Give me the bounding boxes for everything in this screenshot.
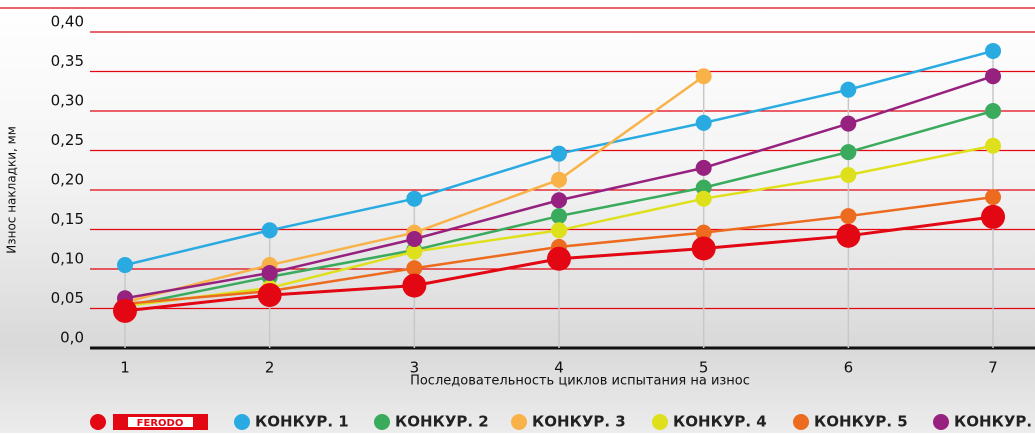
- x-tick-label: 7: [988, 359, 998, 377]
- data-point: [551, 222, 568, 239]
- y-axis-label: Износ накладки, мм: [5, 126, 19, 254]
- y-tick-label: 0,25: [51, 131, 84, 149]
- data-point: [695, 190, 712, 207]
- y-tick-label: 0,05: [51, 289, 84, 307]
- data-point: [695, 159, 712, 176]
- data-point: [840, 166, 857, 183]
- data-point: [836, 223, 861, 248]
- data-point: [406, 230, 423, 247]
- data-point: [257, 283, 282, 308]
- data-point: [985, 68, 1002, 85]
- data-point: [402, 273, 427, 298]
- data-point: [261, 222, 278, 239]
- x-tick-label: 6: [844, 359, 854, 377]
- legend-marker: [933, 414, 949, 430]
- data-point: [695, 179, 712, 196]
- data-point: [406, 260, 423, 277]
- data-point: [406, 243, 423, 260]
- y-tick-label: 0,15: [51, 210, 84, 228]
- legend-marker: [652, 414, 668, 430]
- data-point: [547, 246, 572, 271]
- legend-label: КОНКУР. 1: [255, 413, 349, 431]
- y-tick-label: 0,10: [51, 250, 84, 268]
- x-tick-label: 3: [410, 359, 420, 377]
- y-tick-label: 0,0: [60, 329, 84, 347]
- x-tick-label: 5: [699, 359, 709, 377]
- legend-label: КОНКУР. 4: [673, 413, 767, 431]
- data-point: [985, 189, 1002, 206]
- x-axis-label: Последовательность циклов испытания на и…: [410, 374, 750, 389]
- data-point: [551, 171, 568, 188]
- data-point: [551, 145, 568, 162]
- y-tick-label: 0,30: [51, 92, 84, 110]
- y-tick-label: 0,40: [51, 13, 84, 31]
- legend-logo-band: [128, 417, 193, 427]
- legend-label: КОНКУР. 5: [814, 413, 908, 431]
- data-point: [985, 42, 1002, 59]
- x-tick-label: 1: [120, 359, 130, 377]
- data-point: [840, 81, 857, 98]
- legend-marker: [511, 414, 527, 430]
- data-point: [695, 68, 712, 85]
- legend-marker: [90, 414, 106, 430]
- legend-label: КОНКУР. 3: [532, 413, 626, 431]
- data-point: [691, 236, 716, 261]
- legend-marker: [234, 414, 250, 430]
- data-point: [840, 115, 857, 132]
- legend-label: КОНКУР. 6: [954, 413, 1035, 431]
- data-point: [261, 264, 278, 281]
- y-tick-label: 0,35: [51, 52, 84, 70]
- data-point: [551, 208, 568, 225]
- data-point: [406, 190, 423, 207]
- data-point: [551, 192, 568, 209]
- data-point: [117, 257, 133, 274]
- data-point: [840, 144, 857, 161]
- data-point: [113, 298, 137, 323]
- data-point: [840, 208, 857, 225]
- x-tick-label: 2: [265, 359, 275, 377]
- data-point: [695, 114, 712, 131]
- data-point: [985, 103, 1002, 119]
- data-point: [985, 137, 1002, 154]
- y-tick-label: 0,20: [51, 171, 84, 189]
- legend-marker: [374, 414, 390, 430]
- data-point: [981, 204, 1006, 229]
- x-tick-label: 4: [554, 359, 564, 377]
- legend-label: FERODO: [137, 418, 184, 429]
- legend-label: КОНКУР. 2: [395, 413, 489, 431]
- data-point: [695, 224, 712, 241]
- legend-marker: [793, 414, 809, 430]
